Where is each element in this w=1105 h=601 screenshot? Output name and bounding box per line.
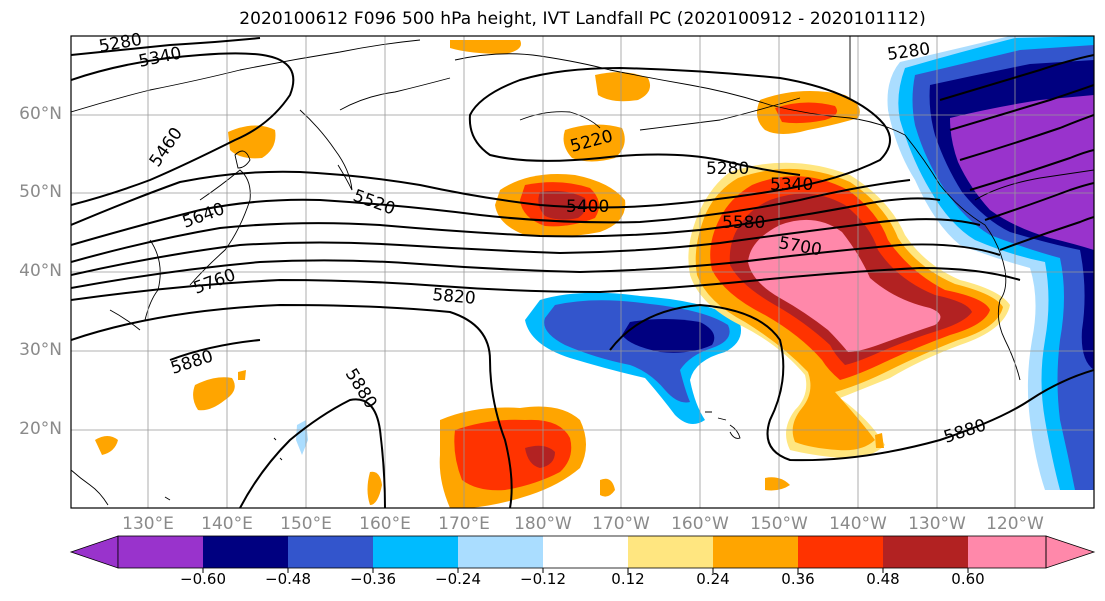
colorbar-swatch	[203, 536, 288, 568]
lon-label: 120°W	[986, 514, 1044, 534]
lon-label: 170°E	[438, 514, 490, 534]
contour-label: 5340	[770, 175, 813, 195]
colorbar-tick-label: −0.36	[350, 570, 396, 588]
lon-label: 170°W	[592, 514, 650, 534]
contour-label: 5820	[432, 285, 477, 309]
colorbar-tick-label: 0.24	[696, 570, 730, 588]
colorbar-swatch	[458, 536, 543, 568]
colorbar-tick-label: 0.36	[781, 570, 815, 588]
lon-label: 150°W	[750, 514, 808, 534]
colorbar-swatch	[798, 536, 883, 568]
lon-label: 140°E	[201, 514, 253, 534]
coastlines	[71, 36, 1094, 506]
lon-label: 160°W	[671, 514, 729, 534]
colorbar-tick-label: 0.48	[866, 570, 900, 588]
lat-label: 40°N	[19, 261, 62, 281]
lon-label: 160°E	[359, 514, 411, 534]
colorbar-swatch	[543, 536, 628, 568]
lat-label: 50°N	[19, 182, 62, 202]
lon-label: 130°E	[122, 514, 174, 534]
lat-label: 30°N	[19, 340, 62, 360]
colorbar-extend-high	[1045, 535, 1096, 569]
lon-label: 150°E	[280, 514, 332, 534]
colorbar-swatch	[968, 536, 1046, 568]
positive-pc-subtropical-region	[95, 125, 884, 508]
colorbar-swatch	[288, 536, 373, 568]
lon-label: 130°W	[908, 514, 966, 534]
colorbar-tick-label: 0.60	[951, 570, 985, 588]
colorbar-tick-label: 0.12	[611, 570, 645, 588]
colorbar-swatch	[628, 536, 713, 568]
colorbar-tick-label: −0.60	[180, 570, 226, 588]
contour-label: 5280	[706, 159, 749, 179]
colorbar-swatch	[118, 536, 203, 568]
colorbar-swatch	[713, 536, 798, 568]
map-title: 2020100612 F096 500 hPa height, IVT Land…	[239, 9, 926, 29]
lon-label: 180°W	[514, 514, 572, 534]
lon-label: 140°W	[829, 514, 887, 534]
colorbar-swatch	[883, 536, 968, 568]
colorbar	[69, 535, 1096, 573]
map-frame	[70, 35, 1095, 509]
colorbar-tick-label: −0.12	[520, 570, 566, 588]
contour-label: 5580	[722, 213, 765, 233]
contour-label: 5400	[566, 197, 609, 217]
negative-pc-coast-region	[887, 36, 1094, 490]
colorbar-tick-label: −0.24	[435, 570, 481, 588]
lat-label: 60°N	[19, 104, 62, 124]
colorbar-extend-low	[69, 535, 119, 569]
colorbar-swatch	[373, 536, 458, 568]
lat-label: 20°N	[19, 419, 62, 439]
colorbar-tick-label: −0.48	[265, 570, 311, 588]
height-contours	[71, 37, 1094, 508]
